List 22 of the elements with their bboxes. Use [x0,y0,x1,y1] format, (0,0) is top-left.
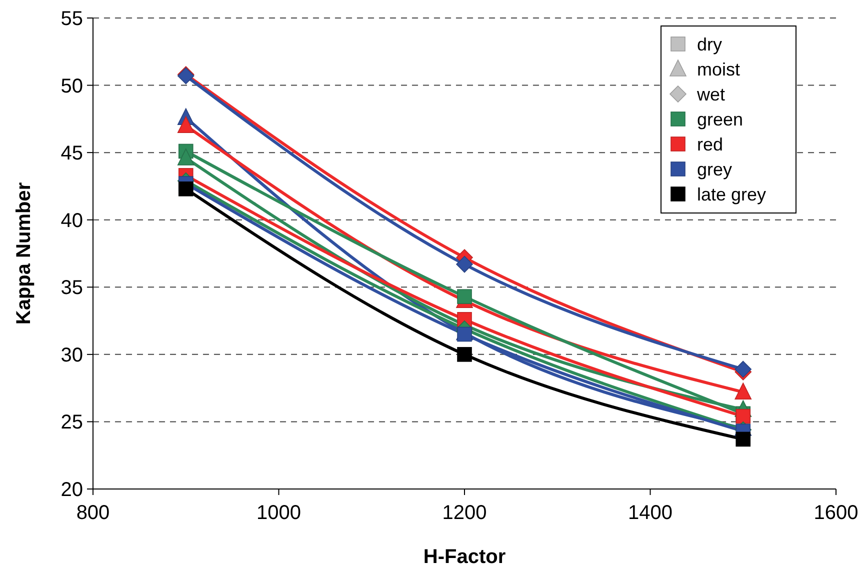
y-tick-label: 35 [60,277,83,300]
x-axis-title: H-Factor [423,546,506,568]
y-tick-label: 30 [60,344,83,366]
x-tick-label: 1400 [628,502,672,524]
annotation: wet [696,84,726,104]
x-tick-label: 800 [76,502,110,524]
legend-label: grey [697,159,732,180]
y-tick-label: 20 [60,479,83,501]
annotation: moist [697,59,740,80]
y-tick-label: 40 [60,210,83,232]
y-axis-title: Kappa Number [13,182,35,325]
y-tick-label: 50 [60,75,83,98]
legend-label: green [697,109,744,130]
legend-label: late grey [697,184,766,204]
x-tick-label: 1600 [814,502,858,524]
x-tick-label: 1200 [442,502,487,524]
y-tick-label: 25 [60,412,83,434]
y-tick-label: 45 [60,142,83,165]
annotation: dry [697,34,722,54]
x-tick-label: 1000 [256,502,301,524]
legend-label: red [697,134,724,154]
y-tick-label: 55 [60,8,83,30]
